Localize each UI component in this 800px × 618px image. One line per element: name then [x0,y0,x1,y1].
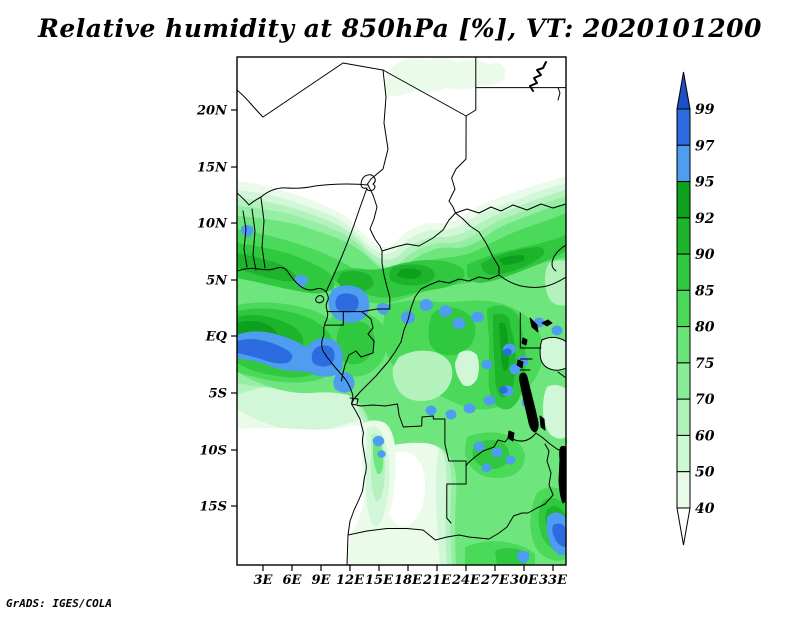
colorbar-arrow-bottom [677,508,690,545]
colorbar-legend: 99 97 95 92 90 85 80 75 70 60 50 40 [677,72,715,545]
colorbar-tick-label: 50 [695,465,715,481]
y-tick-label: 20N [196,104,228,119]
colorbar-tick-label: 92 [695,211,715,227]
grads-attribution: GrADS: IGES/COLA [6,597,112,610]
lake-shape [540,337,566,370]
colorbar-tick-label: 75 [695,356,714,372]
colorbar-tick-label: 40 [695,501,715,517]
map-area: 20N15N10N5NEQ5S10S15S3E6E9E12E15E18E21E2… [196,57,568,588]
plot-title: Relative humidity at 850hPa [%], VT: 202… [0,14,800,43]
y-tick-label: EQ [205,330,228,345]
x-tick-label: 24E [451,573,481,588]
x-tick-label: 27E [480,573,510,588]
colorbar-arrow-top [677,72,690,109]
y-tick-label: 15N [197,161,228,176]
x-tick-label: 9E [312,573,332,588]
colorbar-tick-label: 95 [695,175,714,191]
colorbar-segment [677,254,690,290]
colorbar-tick-label: 60 [695,428,715,444]
x-tick-label: 6E [283,573,303,588]
x-tick-label: 3E [254,573,274,588]
colorbar-segment [677,182,690,218]
colorbar-tick-label: 80 [695,320,715,336]
colorbar-tick-label: 97 [695,138,715,154]
lake-shape [559,446,566,503]
x-tick-label: 15E [365,573,394,588]
colorbar-tick-label: 85 [695,283,714,299]
humidity-map-figure: 20N15N10N5NEQ5S10S15S3E6E9E12E15E18E21E2… [0,0,800,618]
x-tick-label: 21E [422,573,452,588]
colorbar-segment [677,399,690,435]
x-tick-label: 33E [539,573,568,588]
colorbar-tick-label: 99 [695,102,715,118]
colorbar-segment [677,218,690,254]
humidity-region [335,293,358,312]
grads-plot-page: Relative humidity at 850hPa [%], VT: 202… [0,0,800,618]
y-tick-label: 15S [200,500,227,515]
x-tick-label: 18E [394,573,423,588]
y-tick-label: 5N [206,274,228,289]
x-tick-label: 12E [336,573,365,588]
y-tick-label: 5S [209,387,227,402]
colorbar-segment [677,363,690,399]
colorbar-segment [677,327,690,363]
colorbar-segment [677,109,690,145]
colorbar-segment [677,290,690,326]
y-tick-label: 10S [200,444,227,459]
colorbar-segment [677,145,690,181]
colorbar-tick-label: 90 [695,247,715,263]
colorbar-segment [677,435,690,471]
y-tick-label: 10N [197,217,228,232]
x-tick-label: 30E [510,573,539,588]
colorbar-segment [677,472,690,508]
colorbar-tick-label: 70 [695,392,715,408]
